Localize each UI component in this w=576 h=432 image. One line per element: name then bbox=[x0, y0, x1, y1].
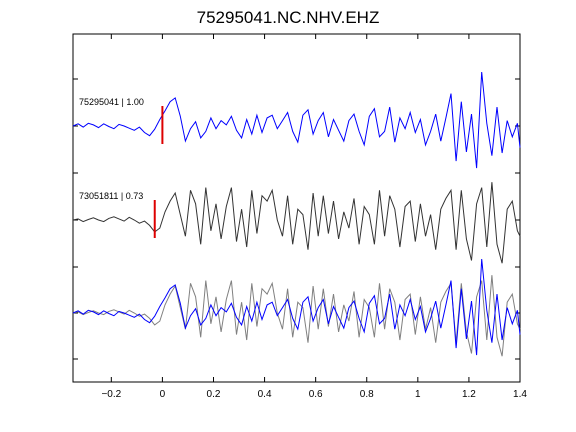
trace-label: 73051811 | 0.73 bbox=[79, 191, 143, 201]
overlay-trace-line-secondary bbox=[72, 275, 521, 357]
x-tick-label: 0.6 bbox=[309, 389, 323, 400]
x-tick-label: −0.2 bbox=[101, 389, 121, 400]
trace-line-primary bbox=[72, 71, 521, 169]
plot-frame bbox=[72, 33, 521, 383]
overlay-trace-line-primary bbox=[72, 258, 521, 356]
x-tick-label: 0.2 bbox=[207, 389, 221, 400]
trace-group: 75295041 | 1.00 73051811 | 0.73 bbox=[72, 71, 521, 357]
trace-line-secondary bbox=[72, 182, 521, 264]
x-tick-label: 1.4 bbox=[513, 389, 527, 400]
x-tick-label: 0.4 bbox=[258, 389, 272, 400]
axis-ticks: −0.2 0 0.2 0.4 0.6 0.8 1 1.2 1.4 bbox=[73, 34, 527, 400]
x-tick-label: 0 bbox=[160, 389, 166, 400]
chart-title: 75295041.NC.NHV.EHZ bbox=[197, 8, 380, 27]
trace-label: 75295041 | 1.00 bbox=[79, 97, 144, 107]
x-tick-label: 0.8 bbox=[360, 389, 374, 400]
x-tick-label: 1.2 bbox=[462, 389, 476, 400]
x-tick-label: 1 bbox=[415, 389, 421, 400]
